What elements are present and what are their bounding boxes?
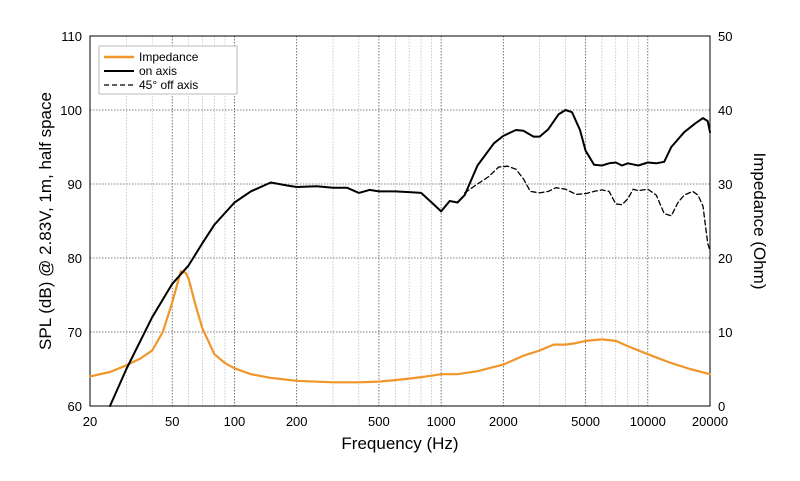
y-right-tick-label: 30 bbox=[718, 177, 732, 192]
x-tick-label: 20000 bbox=[692, 414, 728, 429]
y-right-tick-label: 0 bbox=[718, 399, 725, 414]
legend-label-off-axis: 45° off axis bbox=[139, 78, 198, 92]
x-axis-title: Frequency (Hz) bbox=[341, 434, 458, 453]
legend-label-impedance: Impedance bbox=[139, 50, 199, 64]
y-left-tick-label: 70 bbox=[68, 325, 82, 340]
y-left-tick-label: 110 bbox=[61, 29, 82, 44]
x-tick-label: 20 bbox=[83, 414, 97, 429]
y-left-tick-label: 60 bbox=[68, 399, 82, 414]
y-left-tick-label: 100 bbox=[60, 103, 82, 118]
y-left-tick-label: 80 bbox=[68, 251, 82, 266]
y-right-tick-label: 40 bbox=[718, 103, 732, 118]
x-tick-label: 1000 bbox=[427, 414, 456, 429]
series-line-1 bbox=[109, 109, 711, 407]
y-right-tick-label: 20 bbox=[718, 251, 732, 266]
legend: Impedance on axis 45° off axis bbox=[98, 45, 238, 95]
x-tick-label: 5000 bbox=[571, 414, 600, 429]
x-tick-label: 50 bbox=[165, 414, 179, 429]
tick-labels: 20 50 100 200 500 1000 2000 5000 10000 2000060708… bbox=[60, 29, 732, 429]
y-left-tick-label: 90 bbox=[68, 177, 82, 192]
plot-frame bbox=[89, 35, 711, 407]
x-tick-label: 200 bbox=[286, 414, 308, 429]
x-tick-label: 2000 bbox=[489, 414, 518, 429]
y-right-tick-label: 10 bbox=[718, 325, 732, 340]
x-tick-label: 100 bbox=[224, 414, 246, 429]
x-tick-label: 500 bbox=[368, 414, 390, 429]
series-line-2 bbox=[464, 165, 711, 252]
series-layer bbox=[88, 109, 712, 407]
legend-label-on-axis: on axis bbox=[139, 64, 177, 78]
y-axis-right-title: Impedance (Ohm) bbox=[750, 153, 769, 290]
y-axis-left-title: SPL (dB) @ 2.83V, 1m, half space bbox=[36, 92, 55, 350]
y-right-tick-label: 50 bbox=[718, 29, 732, 44]
x-tick-label: 10000 bbox=[630, 414, 666, 429]
